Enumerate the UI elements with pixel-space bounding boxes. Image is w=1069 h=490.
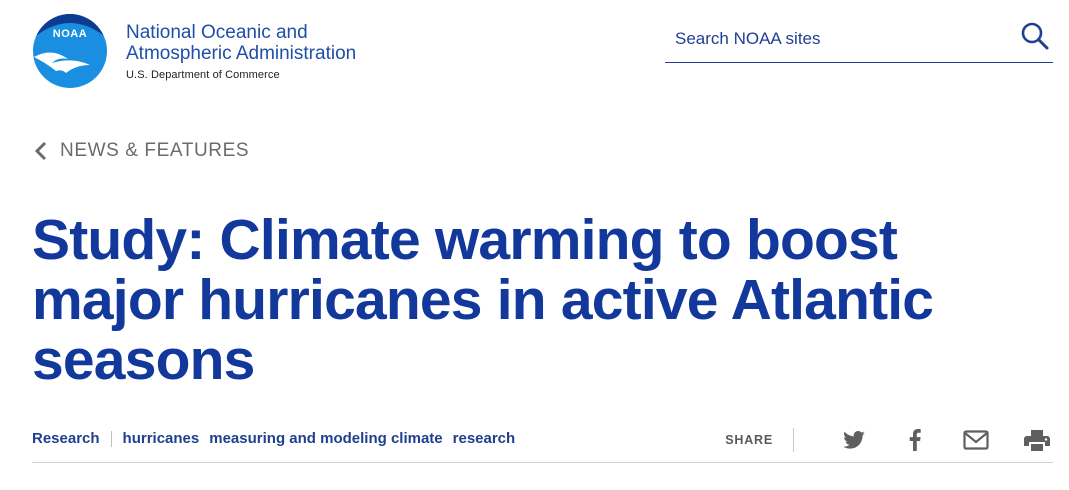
- print-icon: [1024, 430, 1050, 451]
- print-button[interactable]: [1021, 426, 1053, 454]
- org-name-line1: National Oceanic and: [126, 22, 308, 43]
- search-bar: [665, 18, 1053, 63]
- share-facebook-button[interactable]: [899, 426, 931, 454]
- twitter-icon: [843, 431, 865, 449]
- search-input[interactable]: [675, 24, 995, 54]
- org-name-line2: Atmospheric Administration: [126, 43, 357, 64]
- tag-item[interactable]: research: [452, 430, 516, 447]
- tag-primary[interactable]: Research: [32, 430, 100, 447]
- breadcrumb-label: NEWS & FEATURES: [60, 140, 250, 161]
- share-label: SHARE: [725, 433, 773, 447]
- tag-divider: [110, 430, 112, 447]
- chevron-left-icon: [34, 141, 47, 161]
- tag-item[interactable]: hurricanes: [122, 430, 200, 447]
- search-icon: [1021, 22, 1049, 50]
- article-meta-bar: Research hurricanes measuring and modeli…: [32, 420, 1053, 463]
- email-icon: [963, 430, 989, 450]
- org-title[interactable]: National Oceanic and Atmospheric Adminis…: [126, 22, 356, 81]
- tag-item[interactable]: measuring and modeling climate: [209, 430, 443, 447]
- share-bar: SHARE: [725, 424, 1053, 456]
- search-button[interactable]: [1019, 20, 1053, 54]
- logo-text: NOAA: [53, 28, 87, 40]
- facebook-icon: [909, 429, 921, 451]
- department-label: U.S. Department of Commerce: [126, 69, 280, 81]
- share-twitter-button[interactable]: [838, 426, 870, 454]
- noaa-logo[interactable]: NOAA: [32, 13, 108, 89]
- share-divider: [793, 428, 794, 452]
- tag-list: Research hurricanes measuring and modeli…: [32, 430, 515, 447]
- share-email-button[interactable]: [960, 426, 992, 454]
- breadcrumb-back-link[interactable]: NEWS & FEATURES: [34, 140, 249, 162]
- page-title: Study: Climate warming to boost major hu…: [32, 208, 934, 392]
